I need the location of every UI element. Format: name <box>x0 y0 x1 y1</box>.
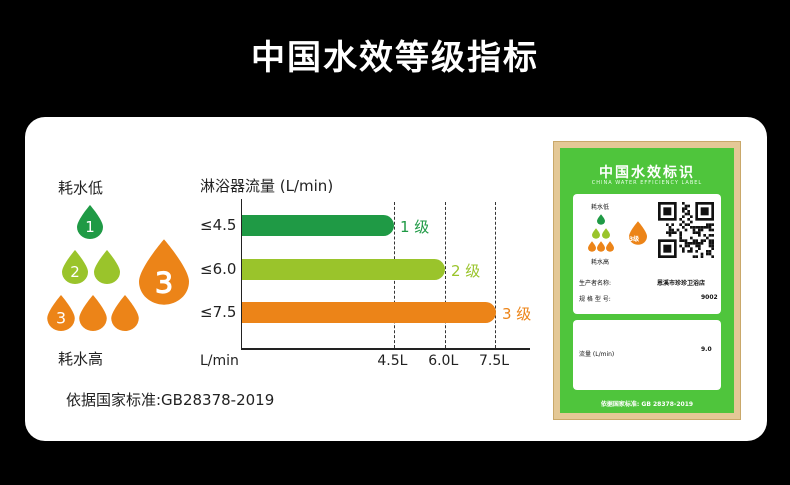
bar-category-label: ≤6.0 <box>200 260 237 278</box>
label-high-text: 耗水高 <box>591 259 610 266</box>
x-tick-label: 6.0L <box>428 353 459 369</box>
label-drop-icon <box>606 241 614 252</box>
bar-grade-label: 3 级 <box>502 305 532 323</box>
chart-y-axis <box>241 199 242 349</box>
large-grade-3-drop-icon: 3 <box>139 239 189 305</box>
x-tick-label: 4.5L <box>377 353 408 369</box>
label-subtitle: CHINA WATER EFFICIENCY LABEL <box>591 180 703 186</box>
bar-category-label: ≤7.5 <box>200 303 237 321</box>
label-model-label: 规 格 型 号: <box>579 296 611 303</box>
label-flow-panel: 流量 (L/min) 9.0 <box>573 320 721 390</box>
label-producer-value: 恩溪市珍珍卫浴店 <box>657 280 706 287</box>
info-card: 耗水低 1 2 3 3 耗水高 淋浴器流量 (L/min) L/min 依据国家… <box>25 117 767 441</box>
chart-gridline <box>495 202 496 348</box>
label-drop-icon <box>602 228 610 239</box>
label-footer: 依据国家标准: GB 28378-2019 <box>600 401 694 408</box>
grade-1-drop-icon: 1 <box>77 205 103 239</box>
grade-2-drop-icon: 2 <box>62 250 88 284</box>
label-drop-icon <box>597 214 605 225</box>
grade-2-drop-icon <box>94 250 120 284</box>
label-grade-drop-icon <box>629 221 647 245</box>
low-consumption-label: 耗水低 <box>58 179 104 197</box>
label-drop-icon <box>588 241 596 252</box>
grade-3-drop-icon: 3 <box>47 295 75 331</box>
label-flow-value: 9.0 <box>701 346 712 353</box>
label-flow-label: 流量 (L/min) <box>579 351 615 358</box>
svg-text:2: 2 <box>70 263 80 281</box>
label-model-value: 9002 <box>701 294 718 301</box>
water-efficiency-label: 中国水效标识 CHINA WATER EFFICIENCY LABEL 耗水低 <box>553 141 741 420</box>
svg-text:1: 1 <box>85 218 95 236</box>
high-consumption-label: 耗水高 <box>58 350 104 368</box>
label-grade-panel: 耗水低 <box>573 194 721 314</box>
grade-3-drop-icon <box>111 295 139 331</box>
grade-3-drop-icon <box>79 295 107 331</box>
bar-grade-label: 1 级 <box>400 218 430 236</box>
standard-note: 依据国家标准:GB28378-2019 <box>66 391 275 409</box>
flow-bar-grade-1 <box>242 215 394 236</box>
flow-bar-grade-3 <box>242 302 496 323</box>
label-low-text: 耗水低 <box>591 204 610 211</box>
bar-category-label: ≤4.5 <box>200 216 237 234</box>
label-title: 中国水效标识 <box>599 165 695 181</box>
chart-title: 淋浴器流量 (L/min) <box>200 177 334 195</box>
label-drop-icon <box>597 241 605 252</box>
chart-gridline <box>445 202 447 348</box>
qr-code <box>658 202 714 258</box>
svg-text:3: 3 <box>56 309 66 328</box>
page-title: 中国水效等级指标 <box>251 38 539 78</box>
label-producer-label: 生产者名称: <box>579 280 612 287</box>
label-drop-icon <box>592 228 600 239</box>
label-board: 中国水效标识 CHINA WATER EFFICIENCY LABEL 耗水低 <box>560 148 734 413</box>
x-axis-unit-label: L/min <box>200 353 239 369</box>
label-grade-text: 3级 <box>629 236 640 243</box>
flow-bar-grade-2 <box>242 259 445 280</box>
chart-x-axis <box>241 348 530 350</box>
x-tick-label: 7.5L <box>479 353 510 369</box>
bar-grade-label: 2 级 <box>451 262 481 280</box>
svg-text:3: 3 <box>155 266 173 300</box>
